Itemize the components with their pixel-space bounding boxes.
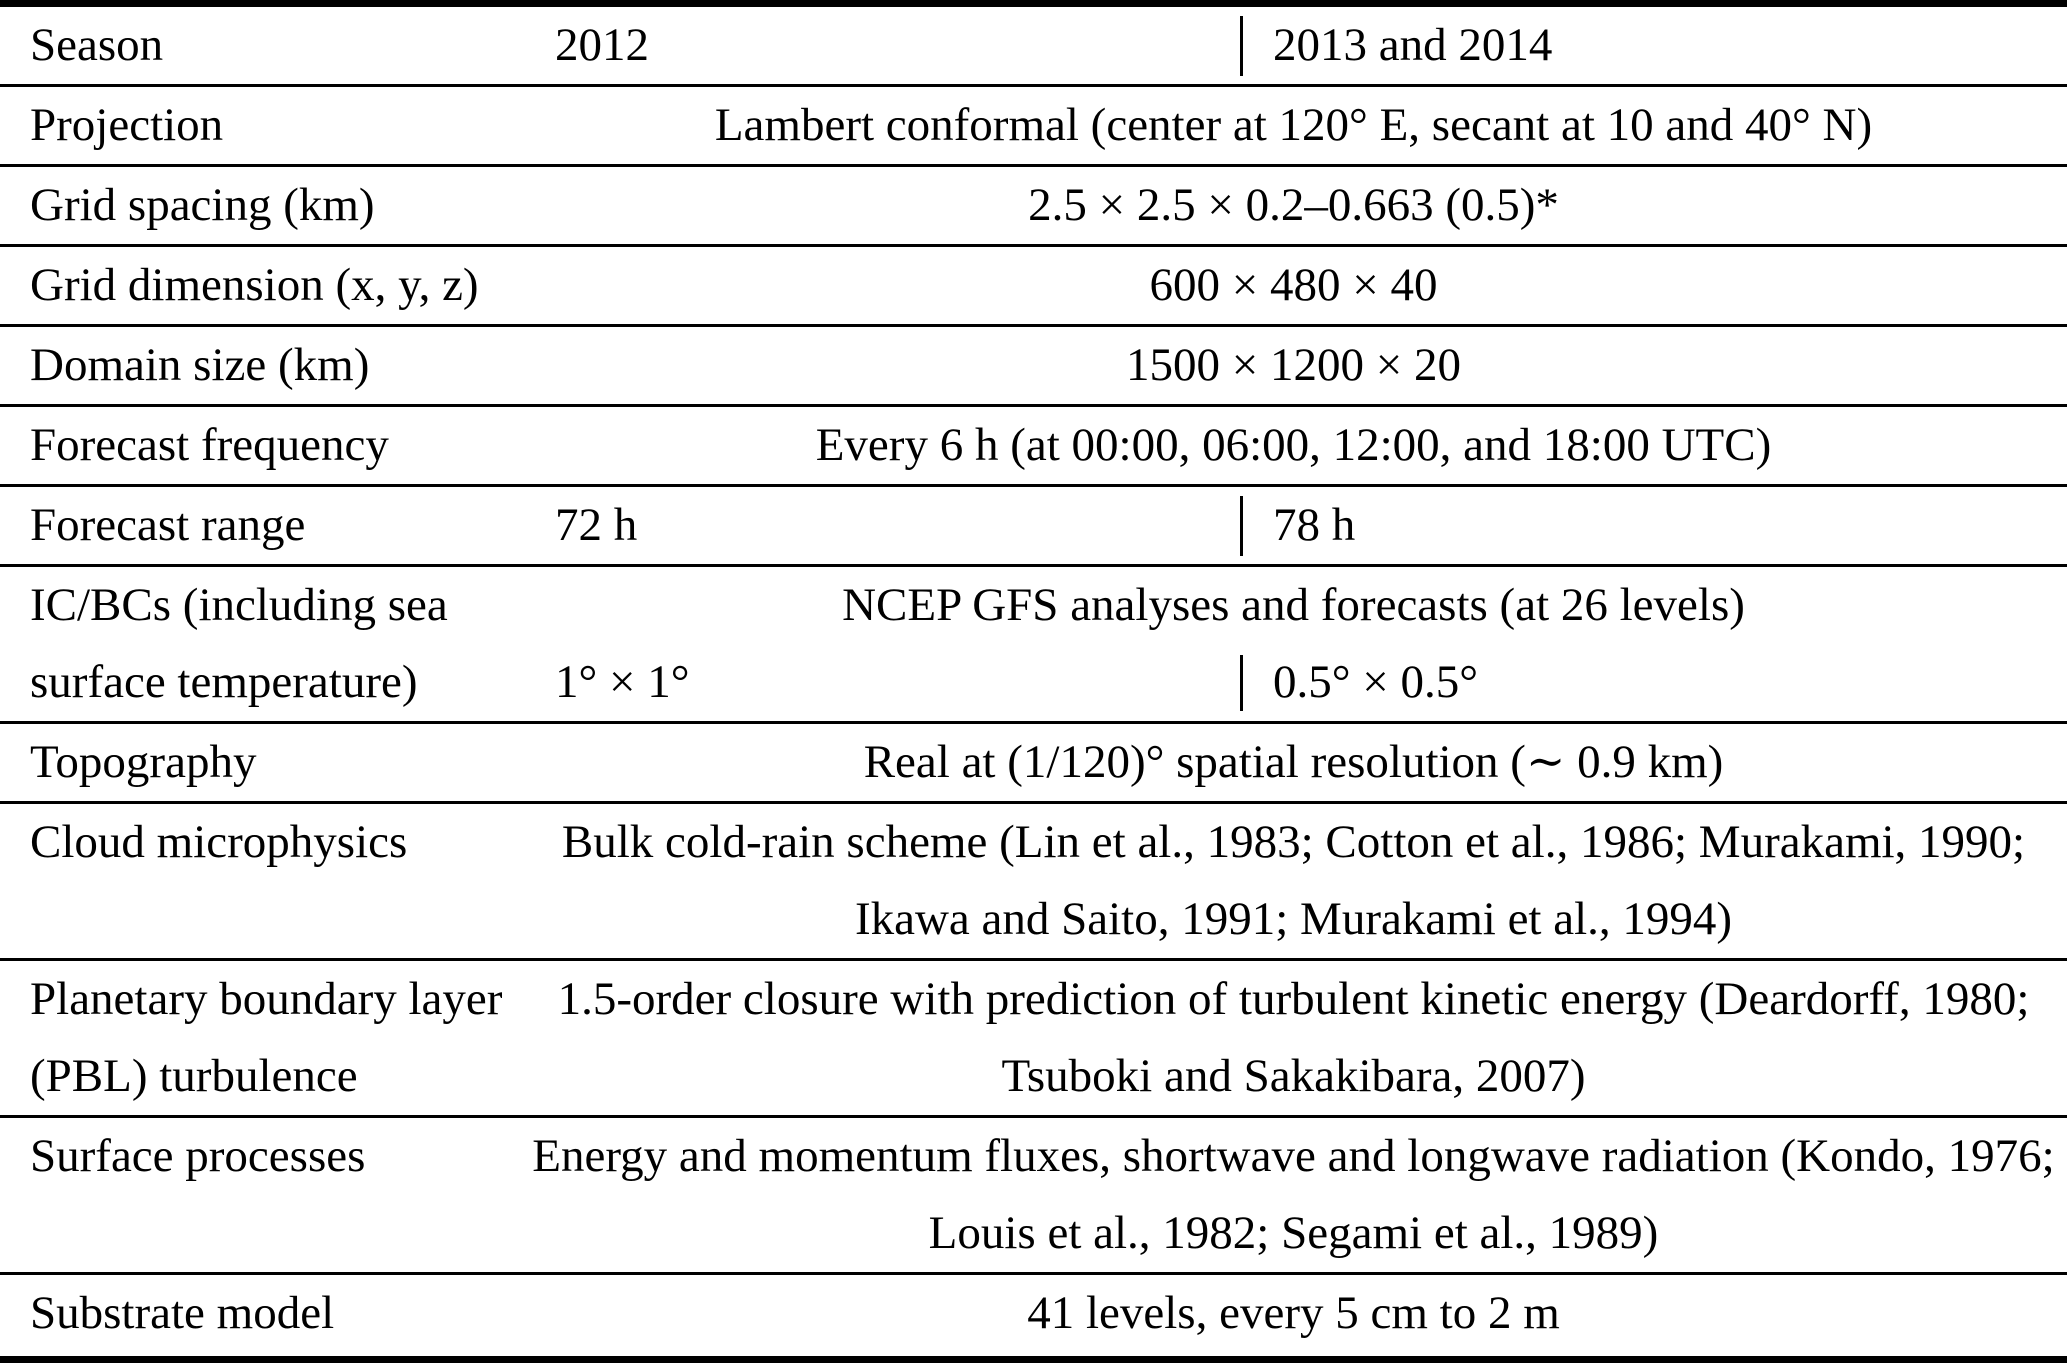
table-row: IC/BCs (including sea surface temperature… bbox=[0, 567, 2067, 724]
row-label: Planetary boundary layer (PBL) turbulence bbox=[0, 961, 520, 1115]
row-label: Forecast frequency bbox=[0, 407, 520, 484]
row-value: 1.5-order closure with prediction of tur… bbox=[520, 961, 2067, 1115]
value-2012: 72 h bbox=[555, 499, 638, 551]
row-value-text: Every 6 h (at 00:00, 06:00, 12:00, and 1… bbox=[815, 419, 1772, 471]
value-2012: 1° × 1° bbox=[555, 656, 690, 708]
table-row: Substrate model 41 levels, every 5 cm to … bbox=[0, 1275, 2067, 1352]
row-value: NCEP GFS analyses and forecasts (at 26 l… bbox=[520, 567, 2067, 721]
row-label-text: Topography bbox=[30, 736, 257, 788]
row-label-text: surface temperature) bbox=[30, 656, 418, 708]
row-label-text: Substrate model bbox=[30, 1287, 335, 1339]
row-label-text: Forecast frequency bbox=[30, 419, 389, 471]
row-value: 72 h 78 h bbox=[520, 487, 2067, 564]
row-value: Lambert conformal (center at 120° E, sec… bbox=[520, 87, 2067, 164]
row-label-text: IC/BCs (including sea bbox=[30, 579, 448, 631]
row-value-text: NCEP GFS analyses and forecasts (at 26 l… bbox=[842, 579, 1745, 631]
row-label: Grid dimension (x, y, z) bbox=[0, 247, 520, 324]
row-label: Substrate model bbox=[0, 1275, 520, 1352]
value-2013-2014: 0.5° × 0.5° bbox=[1273, 656, 1479, 708]
row-value: 2012 2013 and 2014 bbox=[520, 7, 2067, 84]
row-label-text: Surface processes bbox=[30, 1130, 366, 1182]
row-label-text: Season bbox=[30, 19, 164, 71]
table-body: Season 2012 2013 and 2014 Projection Lambert… bbox=[0, 7, 2067, 1352]
row-value-columns: 2012 2013 and 2014 bbox=[520, 7, 2067, 84]
row-label-text: Planetary boundary layer bbox=[30, 973, 503, 1025]
row-label-text: Domain size (km) bbox=[30, 339, 370, 391]
row-value: 41 levels, every 5 cm to 2 m bbox=[520, 1275, 2067, 1352]
row-value-text: 41 levels, every 5 cm to 2 m bbox=[1027, 1287, 1560, 1339]
row-value-text: 2.5 × 2.5 × 0.2–0.663 (0.5)* bbox=[1028, 179, 1559, 231]
column-divider bbox=[1240, 495, 1243, 556]
table-row: Forecast frequency Every 6 h (at 00:00, 0… bbox=[0, 407, 2067, 487]
row-label-text: (PBL) turbulence bbox=[30, 1050, 358, 1102]
row-value-text: Bulk cold-rain scheme (Lin et al., 1983;… bbox=[561, 816, 2026, 868]
table-row: Domain size (km) 1500 × 1200 × 20 bbox=[0, 327, 2067, 407]
row-label: Grid spacing (km) bbox=[0, 167, 520, 244]
column-divider bbox=[1240, 15, 1243, 76]
row-value: Every 6 h (at 00:00, 06:00, 12:00, and 1… bbox=[520, 407, 2067, 484]
row-value-columns: 1° × 1° 0.5° × 0.5° bbox=[520, 644, 2067, 721]
row-label-text: Projection bbox=[30, 99, 224, 151]
table-row: Projection Lambert conformal (center at 1… bbox=[0, 87, 2067, 167]
table-row: Surface processes Energy and momentum flu… bbox=[0, 1118, 2067, 1275]
value-2013-2014: 2013 and 2014 bbox=[1273, 19, 1553, 71]
row-value-text: 1500 × 1200 × 20 bbox=[1125, 339, 1461, 391]
row-label: Forecast range bbox=[0, 487, 520, 564]
row-value: Real at (1/120)° spatial resolution (∼ 0… bbox=[520, 724, 2067, 801]
row-label: IC/BCs (including sea surface temperature… bbox=[0, 567, 520, 721]
row-value: 2.5 × 2.5 × 0.2–0.663 (0.5)* bbox=[520, 167, 2067, 244]
row-label: Topography bbox=[0, 724, 520, 801]
table-row: Grid dimension (x, y, z) 600 × 480 × 40 bbox=[0, 247, 2067, 327]
table-row: Forecast range 72 h 78 h bbox=[0, 487, 2067, 567]
row-value-text: Lambert conformal (center at 120° E, sec… bbox=[714, 99, 1873, 151]
row-label: Projection bbox=[0, 87, 520, 164]
table-row: Cloud microphysics Bulk cold-rain scheme … bbox=[0, 804, 2067, 961]
value-2013-2014: 78 h bbox=[1273, 499, 1356, 551]
row-value: 600 × 480 × 40 bbox=[520, 247, 2067, 324]
row-value: Bulk cold-rain scheme (Lin et al., 1983;… bbox=[520, 804, 2067, 958]
row-value: Energy and momentum fluxes, shortwave an… bbox=[520, 1118, 2067, 1272]
table-row: Grid spacing (km) 2.5 × 2.5 × 0.2–0.663 (… bbox=[0, 167, 2067, 247]
row-value-text: 1.5-order closure with prediction of tur… bbox=[557, 973, 2030, 1025]
row-value: 1500 × 1200 × 20 bbox=[520, 327, 2067, 404]
table-row: Planetary boundary layer (PBL) turbulence… bbox=[0, 961, 2067, 1118]
row-value-text: Energy and momentum fluxes, shortwave an… bbox=[532, 1130, 2055, 1182]
table-row: Season 2012 2013 and 2014 bbox=[0, 7, 2067, 87]
row-label: Domain size (km) bbox=[0, 327, 520, 404]
row-value-text: Ikawa and Saito, 1991; Murakami et al., … bbox=[854, 893, 1733, 945]
row-label-text: Forecast range bbox=[30, 499, 306, 551]
table-row: Topography Real at (1/120)° spatial resol… bbox=[0, 724, 2067, 804]
row-label-text: Cloud microphysics bbox=[30, 816, 408, 868]
row-value-text: Louis et al., 1982; Segami et al., 1989) bbox=[928, 1207, 1659, 1259]
row-value-text: Real at (1/120)° spatial resolution (∼ 0… bbox=[863, 736, 1724, 788]
row-value-columns: 72 h 78 h bbox=[520, 487, 2067, 564]
row-label-text: Grid dimension (x, y, z) bbox=[30, 259, 479, 311]
row-label-text: Grid spacing (km) bbox=[30, 179, 375, 231]
row-label: Surface processes bbox=[0, 1118, 520, 1272]
row-label: Cloud microphysics bbox=[0, 804, 520, 958]
column-divider bbox=[1240, 654, 1243, 711]
row-value-text: 600 × 480 × 40 bbox=[1149, 259, 1438, 311]
row-label: Season bbox=[0, 7, 520, 84]
row-value-text: Tsuboki and Sakakibara, 2007) bbox=[1001, 1050, 1586, 1102]
value-2012: 2012 bbox=[555, 19, 649, 71]
